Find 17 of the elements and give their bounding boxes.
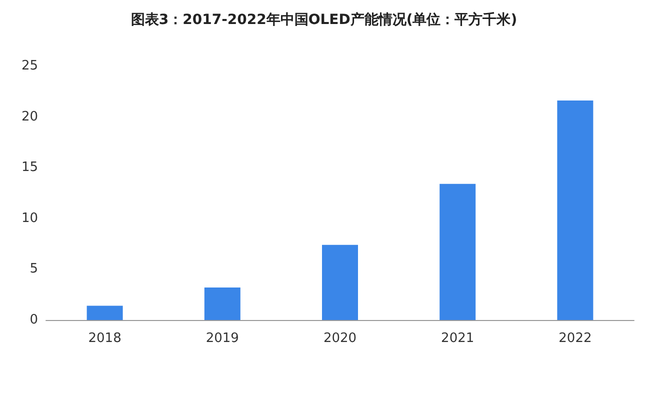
x-tick-label: 2022 [558, 331, 592, 346]
y-tick-label: 0 [30, 312, 38, 328]
bar [204, 287, 240, 320]
bar [86, 306, 123, 320]
y-tick-label: 5 [30, 262, 38, 277]
chart-title: 图表3：2017-2022年中国OLED产能情况(单位：平方千米) [130, 11, 518, 28]
x-tick-label: 2021 [441, 331, 474, 346]
bar [440, 184, 476, 320]
bar [322, 244, 358, 320]
y-tick-label: 25 [21, 58, 38, 74]
y-tick-label: 20 [21, 109, 38, 124]
y-tick-label: 15 [21, 160, 38, 176]
x-tick-label: 2020 [323, 331, 357, 346]
x-tick-label: 2018 [88, 331, 122, 346]
x-tick-label: 2019 [206, 331, 239, 346]
y-tick-label: 10 [21, 210, 38, 226]
bar [557, 100, 594, 320]
